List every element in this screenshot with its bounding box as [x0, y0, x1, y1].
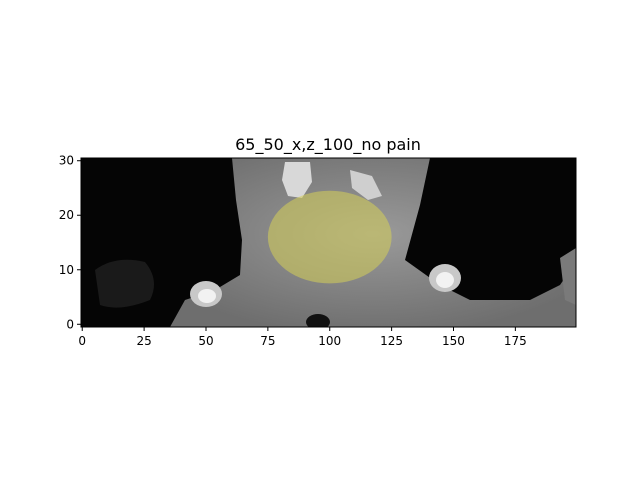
y-tick-label: 20 [59, 208, 74, 222]
left-soft-tissue [95, 259, 154, 308]
dark-gap [306, 314, 330, 327]
bone-left-femur-core [198, 289, 216, 303]
y-tick-label: 10 [59, 263, 74, 277]
x-tick-label: 125 [380, 334, 403, 348]
y-tick-label: 30 [59, 154, 74, 168]
x-tick-label: 175 [504, 334, 527, 348]
x-tick-label: 100 [318, 334, 341, 348]
right-edge-tissue [560, 248, 576, 305]
plot-title: 65_50_x,z_100_no pain [235, 135, 421, 155]
bone-right-femur-core [436, 272, 454, 288]
ct-slice-image [81, 158, 576, 327]
x-tick-label: 150 [442, 334, 465, 348]
roi-overlay [267, 190, 392, 284]
x-axis: 0 25 50 75 100 125 150 175 [78, 327, 527, 348]
axes-frame [80, 157, 577, 328]
x-tick-label: 75 [260, 334, 275, 348]
y-tick-label: 0 [66, 317, 74, 331]
x-tick-label: 50 [198, 334, 213, 348]
bone-right-upper [350, 170, 382, 200]
bone-left-upper [282, 162, 312, 198]
x-tick-label: 0 [78, 334, 86, 348]
x-tick-label: 25 [136, 334, 151, 348]
y-axis: 0 10 20 30 [59, 154, 81, 331]
